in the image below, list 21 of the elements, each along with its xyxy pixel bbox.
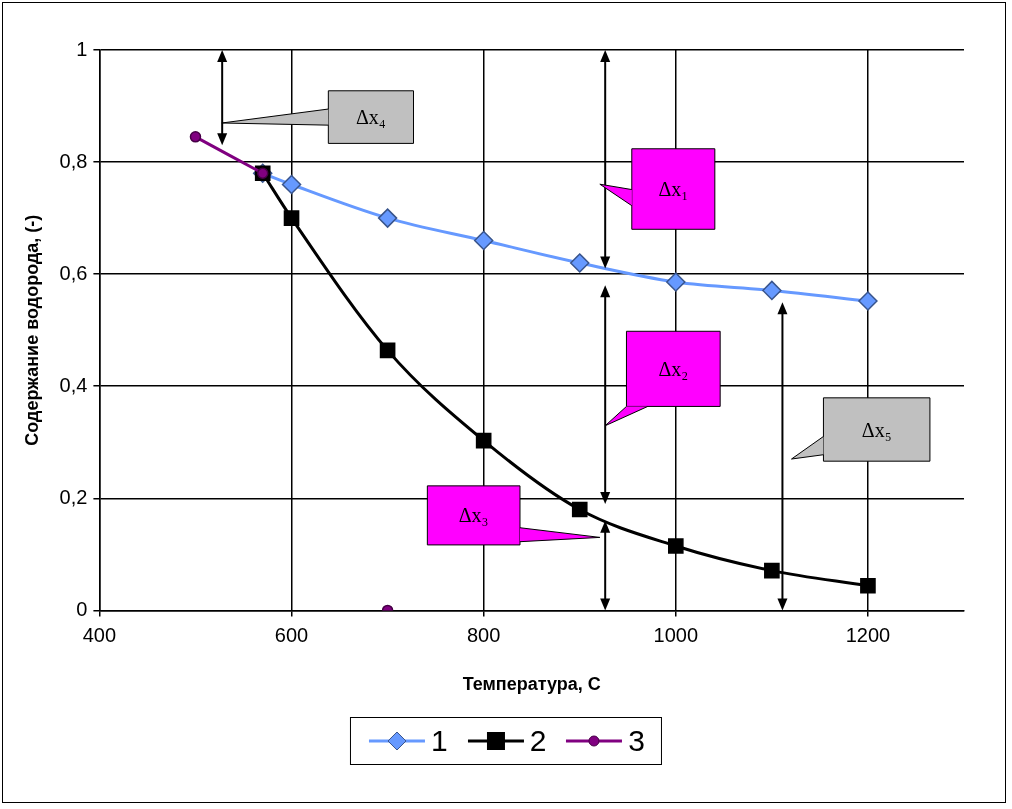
y-tick-label: 0,6 (59, 261, 88, 284)
legend-label: 3 (628, 724, 646, 758)
y-axis-title: Содержание водорода, (-) (21, 214, 42, 446)
legend-label: 1 (430, 724, 448, 758)
annotation: Δx₃ (458, 504, 489, 527)
x-tick-label: 1000 (653, 623, 699, 646)
annotation: Δx₅ (861, 418, 892, 441)
y-tick-label: 1 (76, 37, 88, 60)
x-tick-label: 1200 (845, 623, 891, 646)
y-tick-label: 0,4 (59, 373, 88, 396)
annotation: Δx₄ (356, 106, 386, 129)
y-tick-label: 0,2 (59, 485, 88, 508)
x-tick-label: 800 (466, 623, 501, 646)
x-tick-label: 600 (274, 623, 309, 646)
x-tick-label: 400 (82, 623, 117, 646)
annotation: Δx₁ (658, 178, 689, 201)
legend-label: 2 (529, 724, 547, 758)
annotation: Δx₂ (658, 357, 689, 380)
y-tick-label: 0,8 (59, 149, 88, 172)
y-tick-label: 0 (76, 597, 88, 620)
x-axis-title: Температура, С (462, 674, 601, 695)
